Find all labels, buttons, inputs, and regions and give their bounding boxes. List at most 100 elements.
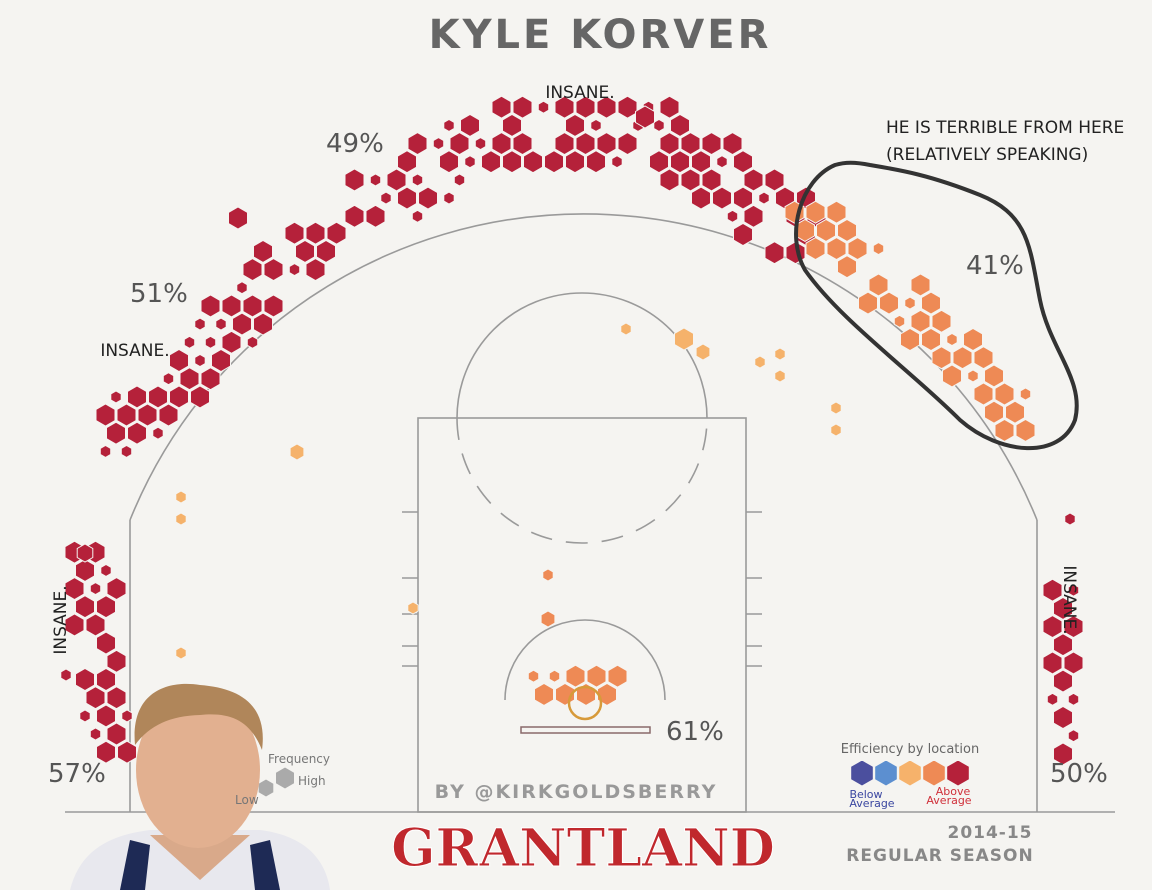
hex	[670, 150, 690, 174]
hex	[76, 543, 94, 563]
hex	[453, 173, 466, 187]
hex	[973, 382, 994, 406]
hex	[1053, 705, 1073, 730]
hex	[805, 200, 826, 224]
hex	[540, 610, 556, 628]
hex	[1015, 418, 1036, 442]
hex	[1067, 729, 1080, 743]
hex	[1053, 596, 1073, 620]
hex	[900, 327, 920, 352]
hex	[380, 191, 392, 205]
hex	[386, 168, 407, 192]
hex	[169, 385, 189, 409]
hex	[1067, 583, 1080, 597]
hex	[89, 727, 102, 741]
legend-label: High	[298, 774, 326, 788]
hex	[215, 317, 227, 331]
hex	[474, 137, 487, 151]
annotation: INSANE.	[51, 585, 71, 654]
hex	[175, 512, 187, 526]
hex	[973, 346, 994, 370]
hex	[491, 132, 512, 156]
hex	[1053, 669, 1073, 693]
hex	[994, 382, 1015, 406]
hex	[635, 105, 655, 129]
hex	[701, 168, 722, 192]
hex	[284, 221, 305, 245]
legend-hex	[850, 759, 874, 787]
hex	[743, 168, 764, 192]
hex	[411, 209, 424, 223]
hex	[716, 155, 728, 169]
hex	[110, 390, 122, 404]
hex	[548, 669, 561, 683]
hex	[99, 444, 112, 458]
hex	[1064, 512, 1076, 526]
hex	[1019, 387, 1032, 401]
hex	[96, 631, 116, 655]
hex	[106, 722, 127, 746]
hex	[512, 95, 533, 119]
hex	[116, 403, 137, 427]
hex	[183, 335, 196, 349]
legend-title: Efficiency by location	[841, 742, 979, 757]
hex	[733, 150, 753, 174]
hex	[397, 150, 417, 174]
hex	[106, 577, 127, 601]
hex	[910, 273, 931, 297]
hex	[649, 150, 669, 174]
hex	[179, 367, 200, 391]
hex	[1046, 692, 1059, 706]
hex	[575, 132, 596, 156]
hex	[617, 95, 638, 119]
hex	[443, 191, 455, 205]
hex	[691, 186, 711, 210]
hex	[963, 327, 983, 352]
hex	[674, 327, 694, 351]
legend-hex	[257, 778, 275, 798]
hex	[211, 348, 231, 373]
annotation: HE IS TERRIBLE FROM HERE	[886, 118, 1124, 138]
hex	[931, 309, 952, 333]
hex	[253, 312, 273, 336]
hex	[89, 582, 102, 596]
hex	[523, 150, 543, 174]
hex	[439, 150, 459, 174]
hex	[411, 173, 424, 187]
hex	[158, 403, 179, 427]
hex	[397, 186, 417, 210]
hex	[242, 294, 263, 318]
hex	[117, 740, 137, 764]
hex	[837, 255, 857, 279]
hex	[758, 191, 770, 205]
hex	[64, 613, 85, 637]
hex	[502, 113, 522, 137]
hex	[733, 222, 753, 247]
hex	[407, 601, 419, 615]
hex	[659, 168, 680, 192]
zone-percentage: 61%	[666, 717, 724, 747]
hex	[100, 563, 112, 577]
hex	[190, 385, 210, 409]
legend-label: Average	[926, 794, 971, 807]
hex	[289, 443, 305, 461]
hex	[596, 132, 617, 156]
hex	[726, 209, 739, 223]
hex	[344, 204, 365, 228]
hex	[221, 294, 242, 318]
hex	[120, 444, 133, 458]
hex	[305, 221, 326, 245]
hex	[365, 204, 386, 228]
hex	[994, 418, 1015, 442]
hex	[596, 95, 617, 119]
legend-label: Low	[235, 793, 259, 807]
hex	[449, 132, 470, 156]
hex	[597, 682, 617, 706]
hex	[554, 132, 575, 156]
hex	[228, 206, 248, 230]
hex	[1067, 692, 1080, 706]
hex	[542, 568, 554, 582]
hex	[162, 372, 175, 386]
hex	[1005, 400, 1025, 424]
hex	[946, 332, 958, 347]
